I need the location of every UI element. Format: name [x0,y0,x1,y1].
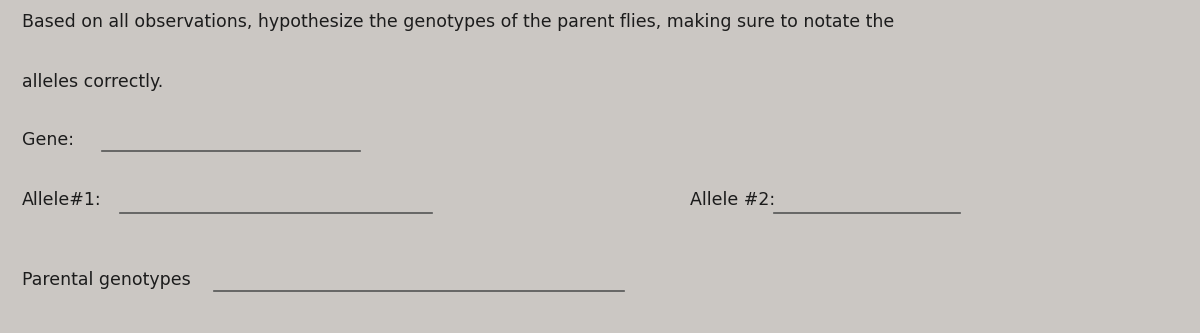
Text: Based on all observations, hypothesize the genotypes of the parent flies, making: Based on all observations, hypothesize t… [22,13,894,31]
Text: alleles correctly.: alleles correctly. [22,73,163,91]
Text: Allele#1:: Allele#1: [22,191,101,209]
Text: Gene:: Gene: [22,131,73,149]
Text: Allele #2:: Allele #2: [690,191,775,209]
Text: Parental genotypes: Parental genotypes [22,271,191,289]
